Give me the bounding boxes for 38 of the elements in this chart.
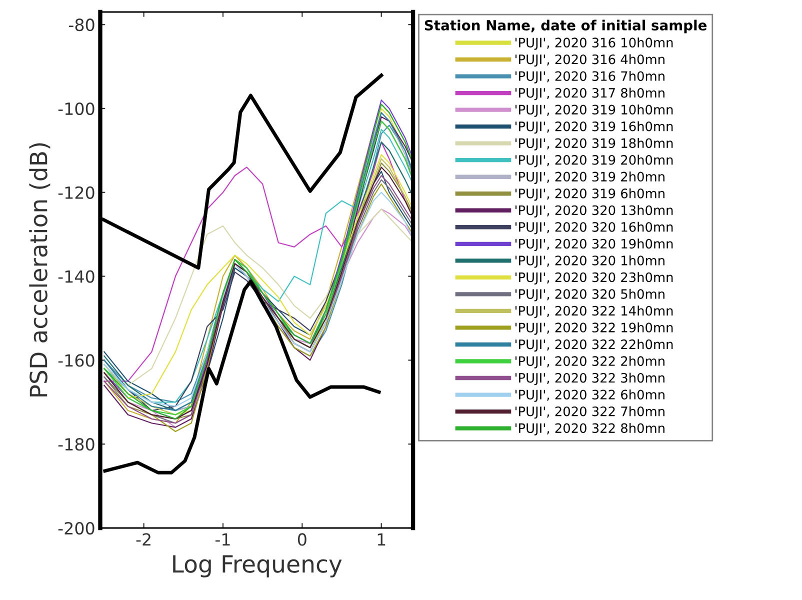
legend-label: 'PUJI', 2020 320 5h0mn <box>515 288 664 302</box>
legend-label: 'PUJI', 2020 320 19h0mn <box>515 238 673 252</box>
legend-label: 'PUJI', 2020 322 22h0mn <box>515 339 673 352</box>
legend-label: 'PUJI', 2020 319 18h0mn <box>515 138 673 150</box>
y-tick-label: -200 <box>58 522 94 535</box>
legend-label: 'PUJI', 2020 322 6h0mn <box>515 389 664 402</box>
legend-label: 'PUJI', 2020 322 14h0mn <box>515 306 673 318</box>
legend-label: 'PUJI', 2020 320 23h0mn <box>515 272 673 285</box>
legend-label: 'PUJI', 2020 316 7h0mn <box>515 70 664 84</box>
y-axis-title: PSD acceleration (dB) <box>29 143 50 396</box>
legend-label: 'PUJI', 2020 320 1h0mn <box>515 255 664 268</box>
y-tick-label: -100 <box>58 102 94 116</box>
legend-label: 'PUJI', 2020 322 3h0mn <box>515 372 664 386</box>
legend-label: 'PUJI', 2020 320 13h0mn <box>515 205 673 218</box>
legend-label: 'PUJI', 2020 317 8h0mn <box>515 88 664 100</box>
legend-label: 'PUJI', 2020 322 2h0mn <box>515 356 664 368</box>
legend-title: Station Name, date of initial sample <box>424 20 707 34</box>
y-tick-label: -140 <box>58 270 94 283</box>
legend-label: 'PUJI', 2020 319 2h0mn <box>515 172 664 184</box>
y-tick-label: -160 <box>58 354 94 367</box>
legend-label: 'PUJI', 2020 322 8h0mn <box>515 423 664 436</box>
legend-label: 'PUJI', 2020 322 7h0mn <box>515 406 664 419</box>
x-tick-label: 1 <box>378 533 386 546</box>
legend-label: 'PUJI', 2020 322 19h0mn <box>515 322 673 335</box>
x-tick-label: 0 <box>298 533 306 546</box>
y-tick-label: -120 <box>58 186 94 199</box>
legend-label: 'PUJI', 2020 316 4h0mn <box>515 54 664 67</box>
y-tick-label: -80 <box>68 18 94 32</box>
x-axis-title: Log Frequency <box>173 555 342 578</box>
y-tick-label: -180 <box>58 438 94 451</box>
legend-label: 'PUJI', 2020 320 16h0mn <box>515 222 673 234</box>
x-tick-label: -1 <box>215 533 230 546</box>
legend-label: 'PUJI', 2020 319 20h0mn <box>515 154 673 168</box>
legend-label: 'PUJI', 2020 319 6h0mn <box>515 188 664 201</box>
legend-label: 'PUJI', 2020 316 10h0mn <box>515 37 673 50</box>
x-tick-label: -2 <box>136 533 150 546</box>
legend-label: 'PUJI', 2020 319 16h0mn <box>515 121 673 134</box>
legend-label: 'PUJI', 2020 319 10h0mn <box>515 104 673 117</box>
